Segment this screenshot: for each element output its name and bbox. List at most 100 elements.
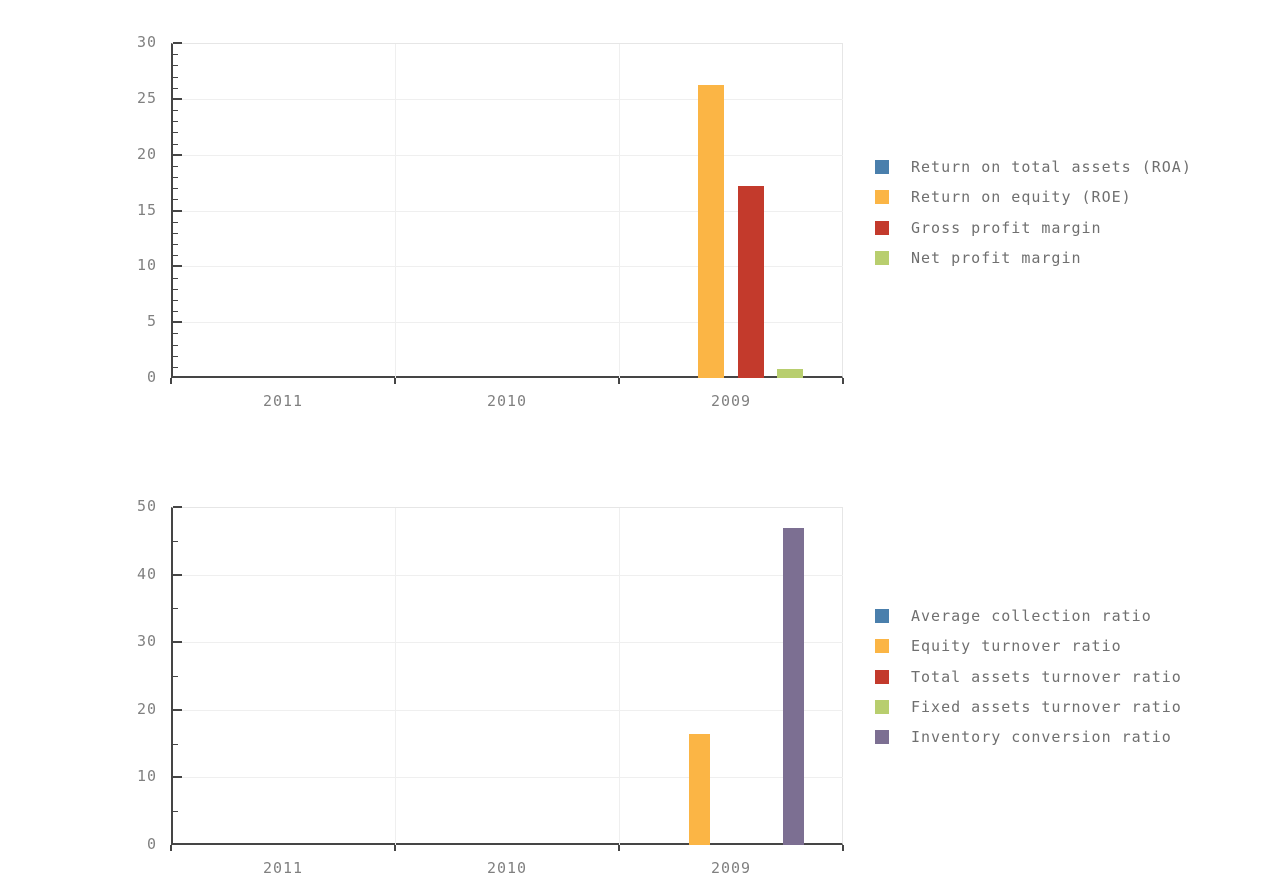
y-minor-tick <box>173 165 178 167</box>
y-tick-label: 20 <box>136 699 157 718</box>
legend-item: Return on total assets (ROA) <box>875 152 1192 182</box>
x-axis-tick <box>394 845 396 851</box>
y-tick-label: 30 <box>136 632 157 651</box>
y-tick-label: 0 <box>146 835 157 853</box>
legend-swatch <box>875 639 889 654</box>
h-gridline <box>173 266 843 268</box>
v-gridline <box>619 44 620 378</box>
legend-item: Total assets turnover ratio <box>875 662 1182 692</box>
y-tick-label: 15 <box>136 200 157 219</box>
legend-swatch <box>875 220 889 235</box>
y-minor-tick <box>173 232 178 234</box>
h-gridline <box>173 574 843 576</box>
bar <box>689 734 710 845</box>
x-tick-label: 2011 <box>262 859 304 877</box>
legend-item: Fixed assets turnover ratio <box>875 692 1182 722</box>
legend-item: Average collection ratio <box>875 601 1152 631</box>
y-minor-tick <box>173 811 178 813</box>
bar <box>737 185 764 378</box>
y-minor-tick <box>173 540 178 542</box>
x-tick-label: 2009 <box>710 392 752 410</box>
y-minor-tick <box>173 132 178 134</box>
y-minor-tick <box>173 255 178 257</box>
legend-label: Net profit margin <box>911 248 1082 267</box>
y-minor-tick <box>173 277 178 279</box>
y-minor-tick <box>173 608 178 610</box>
h-gridline <box>173 98 843 100</box>
legend-label: Inventory conversion ratio <box>911 728 1172 747</box>
h-gridline <box>173 322 843 324</box>
x-tick-label: 2009 <box>710 859 752 877</box>
legend-label: Return on total assets (ROA) <box>911 158 1192 176</box>
legend-item: Inventory conversion ratio <box>875 722 1172 752</box>
y-tick-label: 25 <box>136 88 157 107</box>
x-axis-tick <box>394 378 396 384</box>
legend-item: Net profit margin <box>875 243 1082 273</box>
legend-label: Equity turnover ratio <box>911 637 1122 656</box>
y-major-tick <box>173 776 182 779</box>
v-gridline <box>395 508 396 845</box>
bar <box>698 85 725 378</box>
legend-label: Total assets turnover ratio <box>911 667 1182 686</box>
y-major-tick <box>173 97 182 100</box>
legend-item: Equity turnover ratio <box>875 631 1122 661</box>
y-minor-tick <box>173 366 178 368</box>
legend-label: Gross profit margin <box>911 218 1102 237</box>
y-minor-tick <box>173 743 178 745</box>
y-major-tick <box>173 42 182 44</box>
v-gridline <box>619 508 620 845</box>
legend-item: Return on equity (ROE) <box>875 182 1132 212</box>
y-tick-label: 50 <box>136 497 157 515</box>
legend-swatch <box>875 190 889 205</box>
x-tick-label: 2010 <box>486 392 528 410</box>
y-major-tick <box>173 209 182 212</box>
y-minor-tick <box>173 110 178 111</box>
y-tick-label: 10 <box>136 767 157 786</box>
legend-item: Gross profit margin <box>875 213 1102 243</box>
y-tick-label: 10 <box>136 256 157 275</box>
legend-label: Fixed assets turnover ratio <box>911 697 1182 716</box>
bar <box>776 368 803 378</box>
y-major-tick <box>173 321 182 324</box>
legend-label: Average collection ratio <box>911 607 1152 625</box>
y-minor-tick <box>173 199 178 201</box>
plot-area <box>171 507 843 845</box>
x-axis-tick <box>170 845 172 851</box>
x-axis-tick <box>842 845 844 851</box>
y-major-tick <box>173 265 182 268</box>
y-minor-tick <box>173 87 178 89</box>
legend-swatch <box>875 160 889 174</box>
legend-swatch <box>875 730 889 745</box>
y-minor-tick <box>173 288 178 290</box>
y-major-tick <box>173 708 182 711</box>
h-gridline <box>173 154 843 156</box>
y-minor-tick <box>173 177 178 178</box>
y-major-tick <box>173 641 182 644</box>
h-gridline <box>173 709 843 711</box>
y-minor-tick <box>173 76 178 78</box>
h-gridline <box>173 642 843 644</box>
legend-swatch <box>875 669 889 684</box>
h-gridline <box>173 777 843 779</box>
bar <box>783 527 805 845</box>
y-tick-label: 0 <box>146 368 157 386</box>
y-tick-label: 20 <box>136 144 157 163</box>
y-minor-tick <box>173 355 178 357</box>
y-minor-tick <box>173 188 178 190</box>
legend-label: Return on equity (ROE) <box>911 188 1132 207</box>
y-minor-tick <box>173 221 178 223</box>
y-minor-tick <box>173 299 178 301</box>
legend-swatch <box>875 250 889 265</box>
y-major-tick <box>173 573 182 576</box>
y-major-tick <box>173 153 182 156</box>
y-tick-label: 5 <box>146 312 157 331</box>
y-tick-label: 40 <box>136 564 157 583</box>
y-minor-tick <box>173 143 178 145</box>
y-minor-tick <box>173 54 178 56</box>
y-minor-tick <box>173 65 178 67</box>
y-tick-label: 30 <box>136 33 157 51</box>
legend-swatch <box>875 699 889 714</box>
x-axis-tick <box>618 845 620 851</box>
y-minor-tick <box>173 244 178 245</box>
